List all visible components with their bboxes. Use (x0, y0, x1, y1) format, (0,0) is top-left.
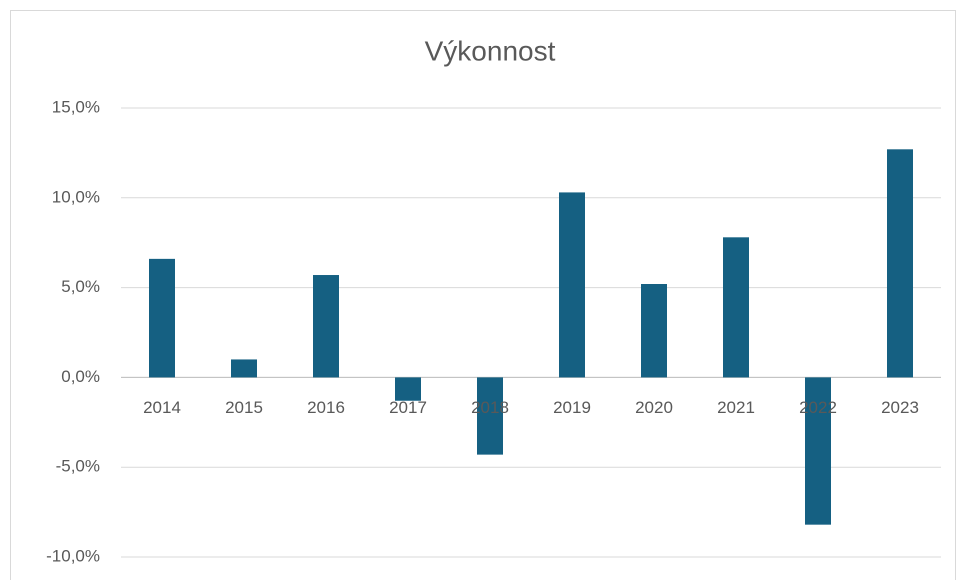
x-tick-label: 2023 (881, 398, 919, 417)
y-tick-label: 0,0% (61, 367, 100, 386)
bar (149, 258, 175, 378)
x-tick-label: 2015 (225, 398, 263, 417)
bar (477, 377, 503, 455)
x-tick-label: 2022 (799, 398, 837, 417)
x-tick-label: 2014 (143, 398, 181, 417)
bar (723, 237, 749, 378)
bar (641, 284, 667, 378)
y-tick-label: 10,0% (52, 187, 100, 206)
x-tick-label: 2019 (553, 398, 591, 417)
x-tick-label: 2016 (307, 398, 345, 417)
x-tick-label: 2020 (635, 398, 673, 417)
x-tick-label: 2018 (471, 398, 509, 417)
bar (559, 192, 585, 378)
y-tick-label: -5,0% (56, 457, 100, 476)
x-tick-label: 2017 (389, 398, 427, 417)
bar (395, 377, 421, 401)
y-tick-label: 15,0% (52, 97, 100, 116)
chart-title: Výkonnost (425, 35, 556, 66)
bar (231, 359, 257, 378)
bar (887, 149, 913, 378)
y-tick-label: 5,0% (61, 277, 100, 296)
bar (313, 275, 339, 378)
y-tick-label: -10,0% (46, 546, 100, 565)
x-tick-label: 2021 (717, 398, 755, 417)
bar (805, 377, 831, 525)
